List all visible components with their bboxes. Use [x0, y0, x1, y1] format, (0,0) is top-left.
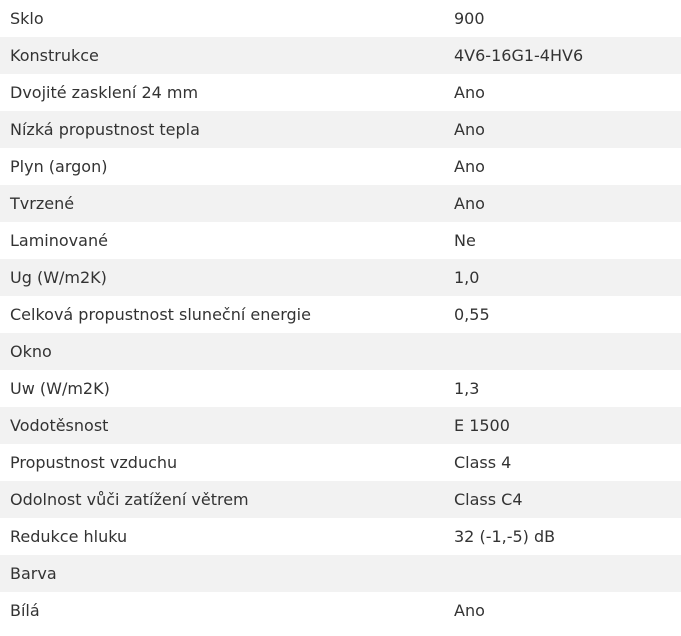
row-value: 900 [454, 9, 485, 28]
row-value: Ano [454, 83, 485, 102]
row-value: Ano [454, 120, 485, 139]
table-row: Laminované Ne [0, 222, 681, 259]
row-value: 32 (-1,-5) dB [454, 527, 556, 546]
row-label: Uw (W/m2K) [10, 379, 110, 398]
row-value: Ano [454, 194, 485, 213]
row-value: 4V6-16G1-4HV6 [454, 46, 584, 65]
row-label: Vodotěsnost [10, 416, 109, 435]
row-label: Propustnost vzduchu [10, 453, 178, 472]
row-label: Nízká propustnost tepla [10, 120, 200, 139]
table-row: Vodotěsnost E 1500 [0, 407, 681, 444]
table-row: Celková propustnost sluneční energie 0,5… [0, 296, 681, 333]
row-value: Ano [454, 157, 485, 176]
row-value: Ne [454, 231, 476, 250]
row-label: Tvrzené [10, 194, 75, 213]
table-row: Sklo 900 [0, 0, 681, 37]
row-label: Celková propustnost sluneční energie [10, 305, 311, 324]
table-row: Redukce hluku 32 (-1,-5) dB [0, 518, 681, 555]
table-row: Nízká propustnost tepla Ano [0, 111, 681, 148]
row-value: Ano [454, 601, 485, 620]
row-label: Bílá [10, 601, 40, 620]
table-row: Ug (W/m2K) 1,0 [0, 259, 681, 296]
row-value: 1,3 [454, 379, 480, 398]
row-value: Class C4 [454, 490, 523, 509]
table-row: Plyn (argon) Ano [0, 148, 681, 185]
row-value [444, 555, 681, 592]
section-label: Okno [10, 342, 52, 361]
table-row: Tvrzené Ano [0, 185, 681, 222]
row-label: Sklo [10, 9, 44, 28]
section-row: Okno [0, 333, 681, 370]
row-label: Plyn (argon) [10, 157, 108, 176]
row-value: Class 4 [454, 453, 512, 472]
table-row: Odolnost vůči zatížení větrem Class C4 [0, 481, 681, 518]
row-value: 1,0 [454, 268, 480, 287]
section-label: Barva [10, 564, 57, 583]
row-label: Dvojité zasklení 24 mm [10, 83, 199, 102]
row-value: E 1500 [454, 416, 510, 435]
row-value: 0,55 [454, 305, 490, 324]
table-row: Bílá Ano [0, 592, 681, 629]
row-label: Laminované [10, 231, 108, 250]
row-label: Redukce hluku [10, 527, 128, 546]
row-label: Konstrukce [10, 46, 99, 65]
row-label: Ug (W/m2K) [10, 268, 107, 287]
table-row: Uw (W/m2K) 1,3 [0, 370, 681, 407]
section-row: Barva [0, 555, 681, 592]
row-value [444, 333, 681, 370]
table-row: Dvojité zasklení 24 mm Ano [0, 74, 681, 111]
table-row: Propustnost vzduchu Class 4 [0, 444, 681, 481]
row-label: Odolnost vůči zatížení větrem [10, 490, 249, 509]
table-row: Konstrukce 4V6-16G1-4HV6 [0, 37, 681, 74]
